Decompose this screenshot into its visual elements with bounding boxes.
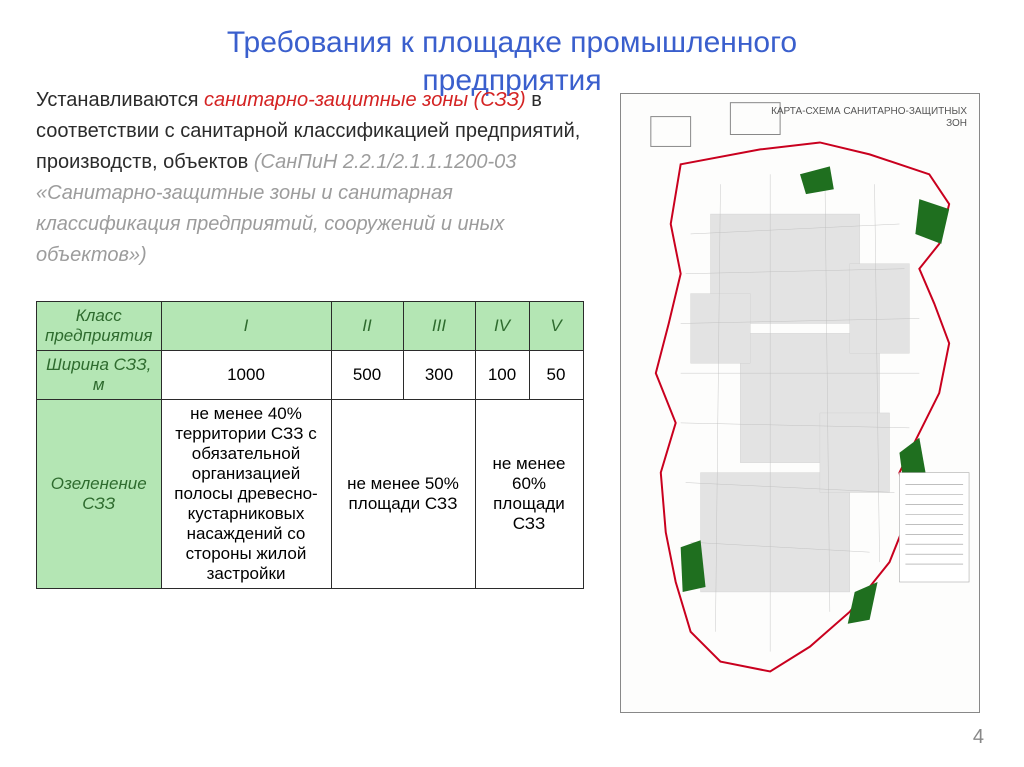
right-column: КАРТА-СХЕМА САНИТАРНО-ЗАЩИТНЫХ ЗОН: [596, 85, 988, 713]
greening-row-label: Озеленение СЗЗ: [37, 400, 162, 589]
szz-table: Класс предприятия I II III IV V Ширина С…: [36, 301, 584, 589]
map-legend-box: [899, 473, 969, 582]
width-2: 500: [331, 351, 403, 400]
width-4: 100: [475, 351, 529, 400]
width-3: 300: [403, 351, 475, 400]
map-caption-l1: КАРТА-СХЕМА САНИТАРНО-ЗАЩИТНЫХ: [771, 106, 967, 117]
class-5: V: [529, 302, 583, 351]
map-svg: [621, 94, 979, 712]
term-szz: санитарно-защитные зоны (СЗЗ): [204, 89, 526, 111]
map-caption-l2: ЗОН: [946, 118, 967, 129]
table-row-greening: Озеленение СЗЗ не менее 40% территории С…: [37, 400, 584, 589]
left-column: Устанавливаются санитарно-защитные зоны …: [36, 85, 596, 589]
map-caption: КАРТА-СХЕМА САНИТАРНО-ЗАЩИТНЫХ ЗОН: [771, 106, 967, 130]
content-row: Устанавливаются санитарно-защитные зоны …: [0, 85, 1024, 713]
greening-cell-1: не менее 40% территории СЗЗ с обязательн…: [161, 400, 331, 589]
para-lead: Устанавливаются: [36, 89, 204, 111]
map-scheme: КАРТА-СХЕМА САНИТАРНО-ЗАЩИТНЫХ ЗОН: [620, 93, 980, 713]
table-row-width: Ширина СЗЗ, м 1000 500 300 100 50: [37, 351, 584, 400]
intro-paragraph: Устанавливаются санитарно-защитные зоны …: [36, 85, 596, 271]
title-line-1: Требования к площадке промышленного: [227, 26, 797, 59]
width-row-label: Ширина СЗЗ, м: [37, 351, 162, 400]
class-3: III: [403, 302, 475, 351]
width-1: 1000: [161, 351, 331, 400]
map-urban-fill: [691, 214, 910, 592]
class-1: I: [161, 302, 331, 351]
header-class-label: Класс предприятия: [37, 302, 162, 351]
greening-cell-3: не менее 60% площади СЗЗ: [475, 400, 583, 589]
width-5: 50: [529, 351, 583, 400]
table-header-row: Класс предприятия I II III IV V: [37, 302, 584, 351]
class-2: II: [331, 302, 403, 351]
page-number: 4: [973, 726, 984, 749]
greening-cell-2: не менее 50% площади СЗЗ: [331, 400, 475, 589]
class-4: IV: [475, 302, 529, 351]
